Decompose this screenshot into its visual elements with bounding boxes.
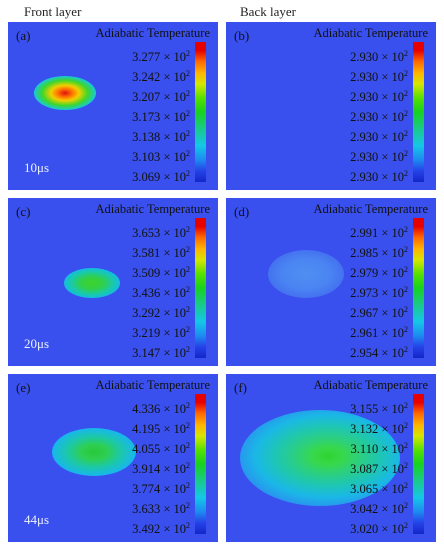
colorbar-tick: 2.930 × 102 [350,89,408,104]
colorbar-tick: 3.147 × 102 [132,345,190,360]
colorbar-tick: 3.065 × 102 [350,481,408,496]
panel-label: (a) [16,28,31,43]
colorbar-tick: 3.042 × 102 [350,501,408,516]
colorbar-tick: 3.653 × 102 [132,225,190,240]
colorbar-ticks: 3.155 × 102 3.132 × 102 3.110 × 102 3.08… [298,396,408,536]
colorbar-tick: 4.195 × 102 [132,421,190,436]
colorbar-tick: 4.055 × 102 [132,441,190,456]
colorbar-tick: 3.633 × 102 [132,501,190,516]
colorbar [195,218,206,358]
colorbar-tick: 3.509 × 102 [132,265,190,280]
colorbar-tick: 3.277 × 102 [132,49,190,64]
colorbar-tick: 3.219 × 102 [132,325,190,340]
colorbar-tick: 2.930 × 102 [350,169,408,184]
colorbar-tick: 3.020 × 102 [350,521,408,536]
panel-label: (c) [16,204,31,219]
panel-c: (c) Adiabatic Temperature 3.653 × 102 3.… [8,198,218,366]
colorbar-tick: 2.985 × 102 [350,245,408,260]
colorbar-title: Adiabatic Temperature [313,26,428,40]
colorbar-tick: 2.967 × 102 [350,305,408,320]
colorbar-tick: 3.914 × 102 [132,461,190,476]
colorbar-tick: 3.132 × 102 [350,421,408,436]
colorbar-title: Adiabatic Temperature [313,202,428,216]
panel-f: (f) Adiabatic Temperature 3.155 × 102 3.… [226,374,436,542]
colorbar-tick: 3.242 × 102 [132,69,190,84]
colorbar-tick: 3.581 × 102 [132,245,190,260]
colorbar-tick: 2.930 × 102 [350,149,408,164]
colorbar-tick: 3.173 × 102 [132,109,190,124]
colorbar-tick: 2.954 × 102 [350,345,408,360]
colorbar-ticks: 2.991 × 102 2.985 × 102 2.979 × 102 2.97… [298,220,408,360]
heat-spot [34,76,96,110]
panel-label: (e) [16,380,31,395]
colorbar-tick: 3.436 × 102 [132,285,190,300]
colorbar-title: Adiabatic Temperature [95,378,210,392]
colorbar-tick: 3.155 × 102 [350,401,408,416]
colorbar-title: Adiabatic Temperature [95,26,210,40]
colorbar-tick: 4.336 × 102 [132,401,190,416]
heat-spot [52,428,136,476]
colorbar-tick: 2.930 × 102 [350,49,408,64]
colorbar-tick: 3.292 × 102 [132,305,190,320]
panel-label: (f) [234,380,247,395]
time-label: 20μs [24,336,50,351]
panel-b: (b) Adiabatic Temperature 2.930 × 102 2.… [226,22,436,190]
colorbar-tick: 3.103 × 102 [132,149,190,164]
colorbar-tick: 2.930 × 102 [350,129,408,144]
colorbar-title: Adiabatic Temperature [313,378,428,392]
panel-d: (d) Adiabatic Temperature 2.991 × 102 2.… [226,198,436,366]
colorbar-ticks: 3.653 × 102 3.581 × 102 3.509 × 102 3.43… [80,220,190,360]
heat-spot [268,250,344,298]
colorbar-tick: 3.069 × 102 [132,169,190,184]
panel-a: (a) Adiabatic Temperature 3.277 × 102 3.… [8,22,218,190]
back-layer-header: Back layer [240,4,296,19]
colorbar [195,394,206,534]
panel-label: (b) [234,28,250,43]
colorbar-ticks: 3.277 × 102 3.242 × 102 3.207 × 102 3.17… [80,44,190,184]
colorbar [413,218,424,358]
panel-label: (d) [234,204,250,219]
colorbar-tick: 3.138 × 102 [132,129,190,144]
colorbar-tick: 3.492 × 102 [132,521,190,536]
colorbar-tick: 3.087 × 102 [350,461,408,476]
colorbar-tick: 2.979 × 102 [350,265,408,280]
colorbar-tick: 3.207 × 102 [132,89,190,104]
colorbar-tick: 2.930 × 102 [350,69,408,84]
colorbar-tick: 2.961 × 102 [350,325,408,340]
colorbar-tick: 3.774 × 102 [132,481,190,496]
colorbar-tick: 2.973 × 102 [350,285,408,300]
colorbar-tick: 2.991 × 102 [350,225,408,240]
heat-spot [64,268,120,298]
colorbar [413,394,424,534]
colorbar-tick: 3.110 × 102 [350,441,408,456]
panel-e: (e) Adiabatic Temperature 4.336 × 102 4.… [8,374,218,542]
time-label: 10μs [24,160,50,175]
heat-spot [240,410,400,506]
colorbar [413,42,424,182]
time-label: 44μs [24,512,50,527]
colorbar-tick: 2.930 × 102 [350,109,408,124]
colorbar-title: Adiabatic Temperature [95,202,210,216]
colorbar-ticks: 4.336 × 102 4.195 × 102 4.055 × 102 3.91… [80,396,190,536]
colorbar [195,42,206,182]
colorbar-ticks: 2.930 × 102 2.930 × 102 2.930 × 102 2.93… [298,44,408,184]
front-layer-header: Front layer [24,4,82,19]
